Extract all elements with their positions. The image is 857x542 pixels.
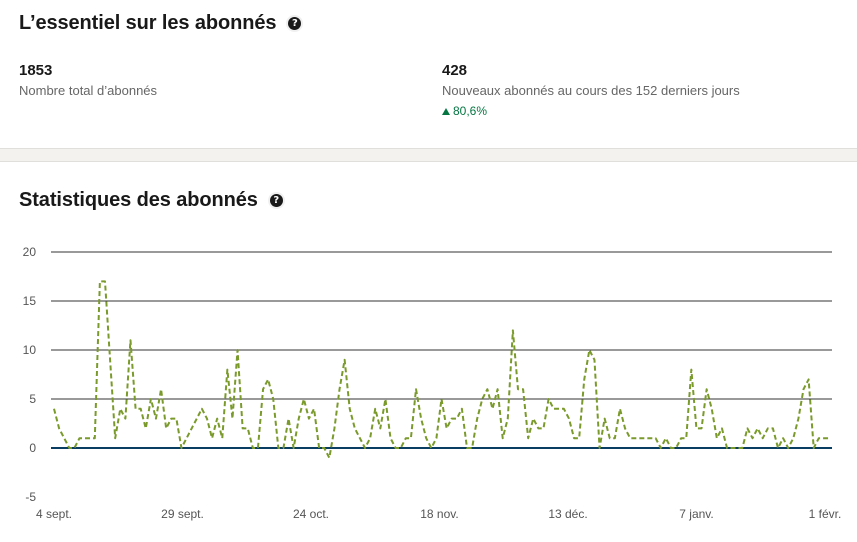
trend-up-icon — [442, 107, 450, 115]
y-tick-label: 10 — [23, 343, 37, 357]
x-tick-label: 24 oct. — [293, 507, 329, 521]
y-tick-label: 20 — [23, 245, 37, 259]
x-tick-label: 29 sept. — [161, 507, 204, 521]
x-tick-label: 7 janv. — [679, 507, 713, 521]
stats-title: Statistiques des abonnés — [19, 189, 258, 211]
y-tick-label: 5 — [29, 392, 36, 406]
total-followers-label: Nombre total d’abonnés — [19, 83, 158, 98]
followers-series-line — [53, 280, 829, 459]
y-tick-label: 0 — [29, 441, 36, 455]
section-divider — [0, 148, 857, 162]
x-tick-label: 18 nov. — [420, 507, 458, 521]
new-followers-stat: 428 Nouveaux abonnés au cours des 152 de… — [442, 62, 740, 118]
trend-value: 80,6% — [453, 104, 488, 118]
x-tick-label: 13 déc. — [548, 507, 587, 521]
trend-badge: 80,6% — [442, 104, 740, 118]
summary-heading: L’essentiel sur les abonnés ? — [19, 12, 304, 35]
x-tick-label: 1 févr. — [809, 507, 842, 521]
y-tick-label: -5 — [25, 490, 36, 504]
stats-heading: Statistiques des abonnés ? — [19, 189, 285, 212]
total-followers-stat: 1853 Nombre total d’abonnés — [19, 62, 157, 98]
summary-section: L’essentiel sur les abonnés ? 1853 Nombr… — [0, 0, 857, 148]
x-tick-label: 4 sept. — [36, 507, 72, 521]
new-followers-label: Nouveaux abonnés au cours des 152 dernie… — [442, 83, 740, 98]
question-circle-icon[interactable]: ? — [267, 192, 285, 209]
new-followers-value: 428 — [442, 62, 468, 79]
question-circle-icon[interactable]: ? — [286, 15, 304, 32]
total-followers-value: 1853 — [19, 62, 53, 79]
y-tick-label: 15 — [23, 294, 37, 308]
follower-line-chart: 20 15 10 5 0 -54 sept. 29 sept. 24 oct. 18 nov. 1… — [23, 245, 842, 521]
summary-title: L’essentiel sur les abonnés — [19, 12, 277, 34]
